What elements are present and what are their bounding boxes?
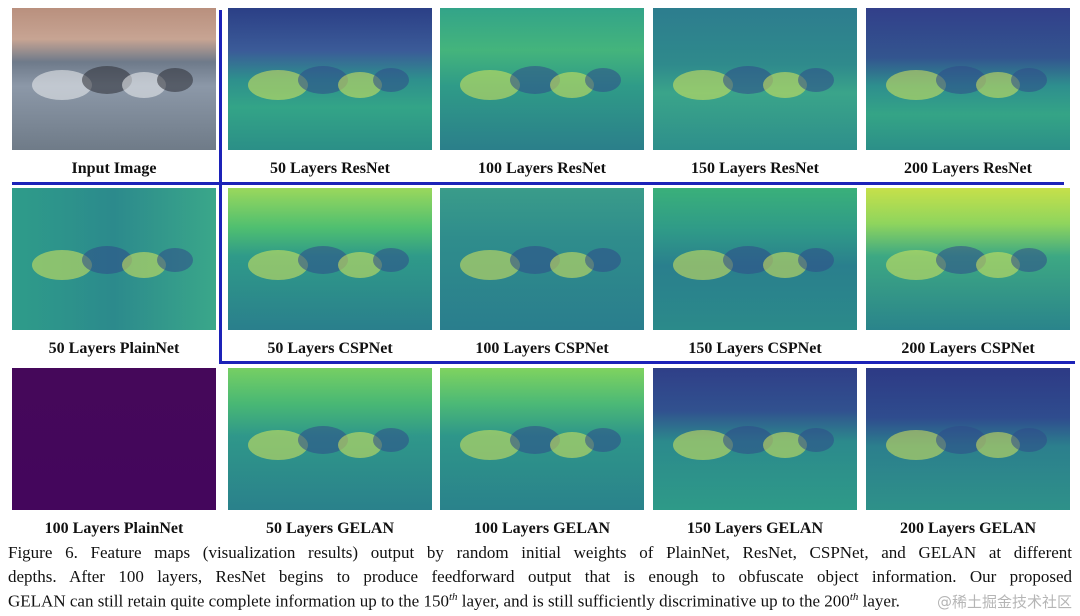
horse-shape: [798, 68, 834, 92]
horse-shape: [373, 68, 409, 92]
caption-text: layer, and is still sufficiently discrim…: [457, 591, 850, 611]
feature-map: [866, 188, 1070, 330]
horse-shape: [585, 68, 621, 92]
feature-map: [440, 368, 644, 510]
superscript: th: [849, 591, 859, 603]
horse-shape: [1011, 248, 1047, 272]
feature-map: [12, 368, 216, 510]
feature-map: [228, 8, 432, 150]
horse-shape: [585, 428, 621, 452]
feature-map: [653, 368, 857, 510]
divider-horizontal: [219, 361, 1075, 364]
horse-shape: [248, 430, 308, 460]
feature-map: [440, 8, 644, 150]
feature-map: [228, 188, 432, 330]
panel-label: 50 Layers PlainNet: [48, 340, 180, 357]
horse-shape: [460, 430, 520, 460]
panel-label: 150 Layers GELAN: [687, 520, 823, 537]
horse-shape: [886, 430, 946, 460]
caption-line: Figure 6. Feature maps (visualization re…: [8, 543, 1072, 562]
feature-map: [653, 8, 857, 150]
caption-line: GELAN can still retain quite complete in…: [8, 591, 1072, 612]
horse-shape: [1011, 428, 1047, 452]
horse-shape: [886, 70, 946, 100]
panel-label: Input Image: [71, 160, 157, 177]
horse-shape: [373, 248, 409, 272]
panel-label: 150 Layers CSPNet: [688, 340, 822, 357]
panel-label: 100 Layers PlainNet: [44, 520, 184, 537]
panel-label: 50 Layers GELAN: [266, 520, 394, 537]
horse-shape: [585, 248, 621, 272]
horse-shape: [32, 70, 92, 100]
panel-label: 50 Layers ResNet: [270, 160, 390, 177]
horse-shape: [798, 248, 834, 272]
watermark: @稀土掘金技术社区: [936, 593, 1072, 611]
panel-label: 100 Layers GELAN: [474, 520, 610, 537]
panel-label: 150 Layers ResNet: [691, 160, 819, 177]
divider-vertical: [219, 10, 222, 364]
panel-label: 200 Layers GELAN: [900, 520, 1036, 537]
horse-shape: [460, 250, 520, 280]
horse-shape: [886, 250, 946, 280]
superscript: th: [448, 591, 458, 603]
feature-map: [653, 188, 857, 330]
panel-label: 100 Layers CSPNet: [475, 340, 609, 357]
horse-shape: [798, 428, 834, 452]
feature-map: [12, 188, 216, 330]
horse-shape: [673, 250, 733, 280]
panel-label: 50 Layers CSPNet: [267, 340, 393, 357]
feature-map: [866, 368, 1070, 510]
caption-text: GELAN can still retain quite complete in…: [8, 591, 449, 611]
feature-map: [866, 8, 1070, 150]
divider-horizontal: [12, 182, 1064, 185]
feature-map: [12, 8, 216, 150]
horse-shape: [32, 250, 92, 280]
feature-map: [228, 368, 432, 510]
panel-label: 200 Layers ResNet: [904, 160, 1032, 177]
horse-shape: [157, 248, 193, 272]
panel-label: 200 Layers CSPNet: [901, 340, 1035, 357]
caption-text: layer.: [858, 591, 900, 611]
horse-shape: [673, 430, 733, 460]
horse-shape: [248, 250, 308, 280]
horse-shape: [248, 70, 308, 100]
horse-shape: [1011, 68, 1047, 92]
horse-shape: [157, 68, 193, 92]
panel-label: 100 Layers ResNet: [478, 160, 606, 177]
caption-line: depths. After 100 layers, ResNet begins …: [8, 567, 1072, 586]
horse-shape: [373, 428, 409, 452]
horse-shape: [673, 70, 733, 100]
feature-map: [440, 188, 644, 330]
horse-shape: [460, 70, 520, 100]
